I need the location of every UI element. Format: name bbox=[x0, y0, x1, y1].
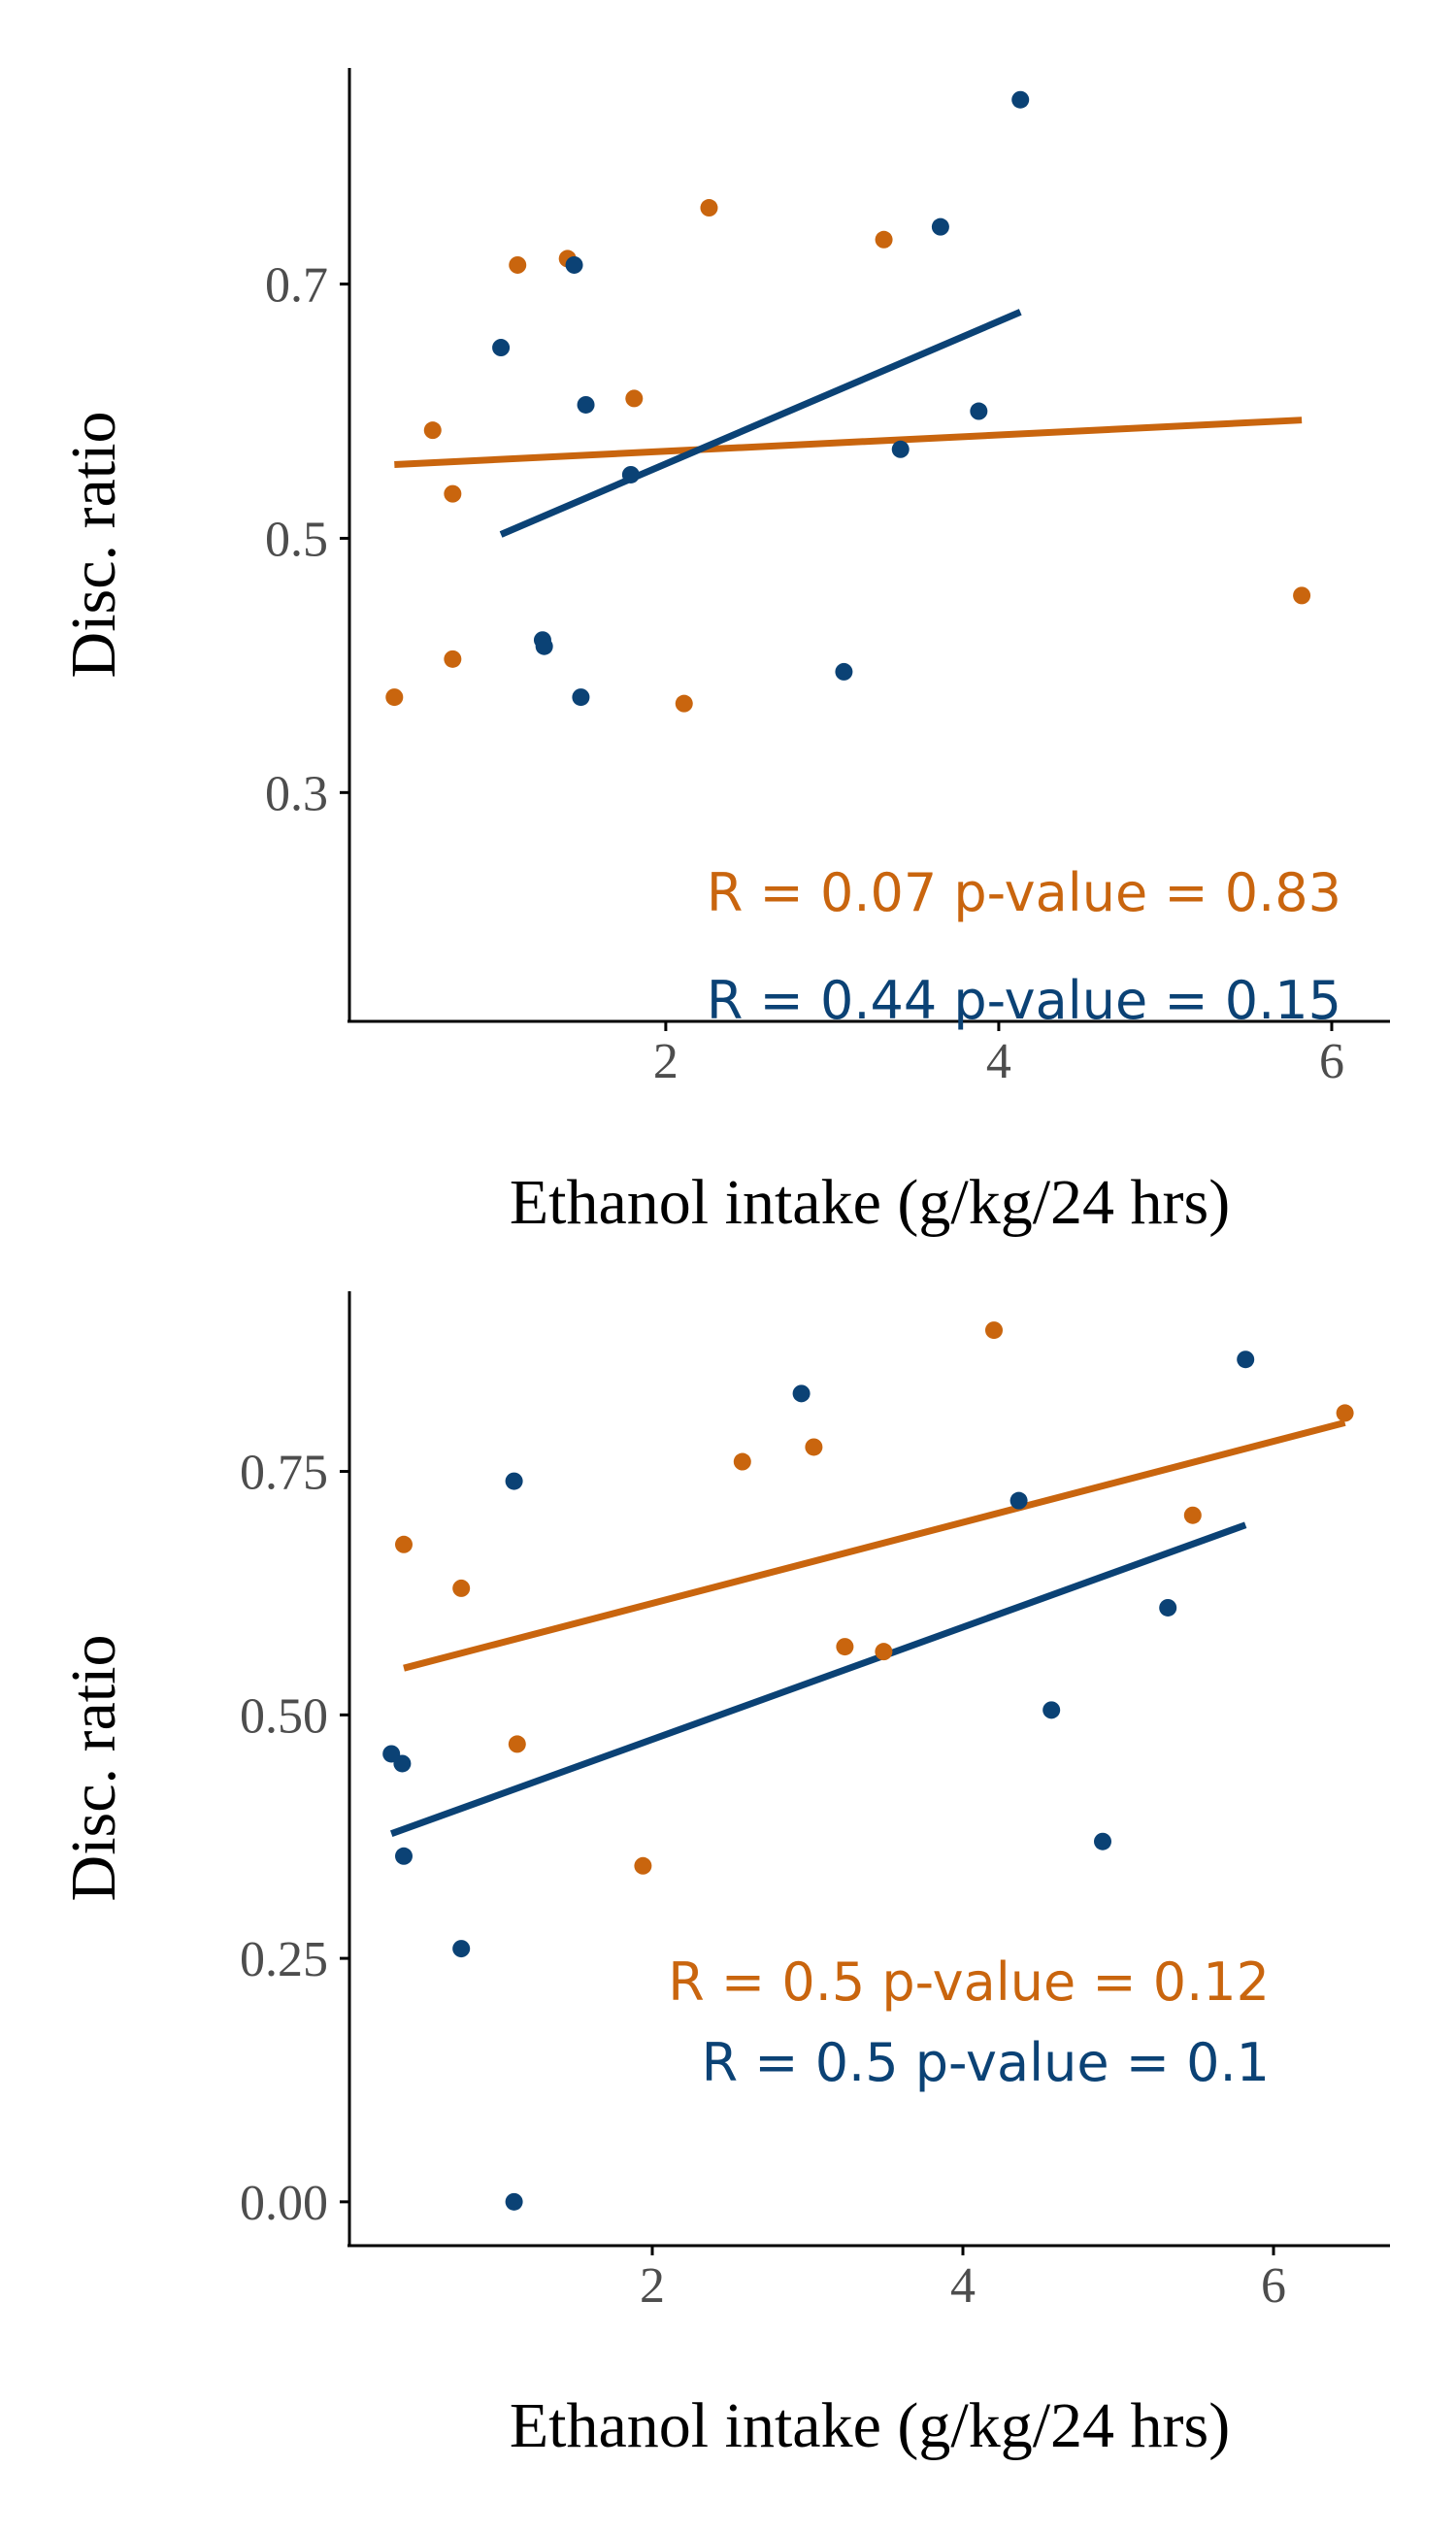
fit-line-orange bbox=[394, 417, 1303, 469]
data-point-blue bbox=[492, 339, 511, 357]
x-tick-label: 4 bbox=[950, 2258, 976, 2314]
data-point-orange bbox=[836, 1638, 854, 1656]
y-tick-label: 0.7 bbox=[265, 258, 328, 314]
data-point-blue bbox=[835, 662, 853, 681]
data-point-orange bbox=[675, 694, 693, 713]
annotation-orange: R = 0.07 p-value = 0.83 bbox=[707, 862, 1341, 923]
data-point-blue bbox=[395, 1847, 413, 1865]
data-point-orange bbox=[625, 389, 644, 408]
x-tick-label: 6 bbox=[1319, 1034, 1344, 1089]
data-point-orange bbox=[1293, 586, 1311, 605]
data-point-orange bbox=[1336, 1404, 1354, 1422]
data-point-orange bbox=[444, 484, 462, 503]
y-axis-title: Disc. ratio bbox=[58, 412, 129, 679]
data-point-orange bbox=[1183, 1506, 1202, 1524]
data-point-blue bbox=[505, 2192, 523, 2211]
y-tick-label: 0.25 bbox=[240, 1932, 328, 1987]
data-point-blue bbox=[891, 440, 910, 458]
data-point-blue bbox=[621, 465, 640, 483]
data-point-orange bbox=[634, 1856, 652, 1875]
data-point-blue bbox=[572, 688, 590, 707]
annotation-orange: R = 0.5 p-value = 0.12 bbox=[668, 1951, 1270, 2013]
data-point-orange bbox=[444, 650, 462, 668]
y-axis-title: Disc. ratio bbox=[58, 1635, 129, 1902]
data-point-blue bbox=[1237, 1350, 1255, 1369]
data-point-orange bbox=[395, 1535, 413, 1553]
x-tick-label: 2 bbox=[640, 2258, 665, 2314]
data-point-orange bbox=[985, 1321, 1003, 1340]
data-point-orange bbox=[805, 1438, 823, 1456]
annotation-blue: R = 0.44 p-value = 0.15 bbox=[707, 970, 1341, 1031]
data-point-blue bbox=[393, 1754, 412, 1773]
data-point-blue bbox=[1011, 90, 1030, 109]
x-axis-title: Ethanol intake (g/kg/24 hrs) bbox=[510, 1167, 1230, 1238]
fit-line-blue bbox=[390, 1521, 1247, 1837]
y-tick-label: 0.75 bbox=[240, 1446, 328, 1501]
data-point-orange bbox=[452, 1579, 471, 1597]
x-axis-title: Ethanol intake (g/kg/24 hrs) bbox=[510, 2390, 1230, 2461]
x-tick-label: 6 bbox=[1261, 2258, 1286, 2314]
plot-area: 2 4 6 0.3 0.5 0.7 bbox=[265, 90, 1344, 1089]
x-tick-label: 4 bbox=[986, 1034, 1011, 1089]
y-tick-label: 0.3 bbox=[265, 766, 328, 821]
data-point-blue bbox=[1094, 1832, 1111, 1850]
data-point-blue bbox=[565, 255, 583, 274]
y-tick-label: 0.5 bbox=[265, 512, 328, 567]
data-point-blue bbox=[1009, 1491, 1028, 1510]
y-tick-label: 0.50 bbox=[240, 1688, 328, 1744]
annotation-blue: R = 0.5 p-value = 0.1 bbox=[702, 2032, 1270, 2093]
plot-area: 2 4 6 0.00 0.25 0.50 0.75 bbox=[240, 1321, 1354, 2314]
panel-bottom: 2 4 6 0.00 0.25 0.50 0.75 R = 0.5 p-value = 0.… bbox=[58, 1291, 1390, 2461]
data-point-orange bbox=[509, 255, 527, 274]
data-point-blue bbox=[535, 637, 553, 655]
data-point-orange bbox=[875, 1643, 893, 1661]
data-point-blue bbox=[792, 1384, 811, 1403]
fit-line-blue bbox=[499, 309, 1022, 538]
data-point-blue bbox=[1042, 1701, 1061, 1719]
data-point-orange bbox=[733, 1452, 751, 1471]
data-point-blue bbox=[577, 395, 595, 414]
data-point-blue bbox=[970, 402, 988, 420]
data-point-orange bbox=[508, 1735, 526, 1753]
data-point-blue bbox=[931, 217, 949, 236]
data-point-blue bbox=[1159, 1598, 1177, 1617]
data-point-orange bbox=[700, 199, 718, 217]
fit-line-orange bbox=[403, 1419, 1346, 1672]
data-point-orange bbox=[385, 688, 404, 707]
y-tick-label: 0.00 bbox=[240, 2176, 328, 2231]
panel-top: 2 4 6 0.3 0.5 0.7 R = 0.07 p-value = 0.83 R =… bbox=[58, 68, 1390, 1238]
data-point-orange bbox=[875, 230, 893, 249]
x-tick-label: 2 bbox=[653, 1034, 678, 1089]
data-point-orange bbox=[423, 421, 442, 440]
data-point-blue bbox=[452, 1940, 471, 1958]
data-point-blue bbox=[505, 1472, 523, 1490]
